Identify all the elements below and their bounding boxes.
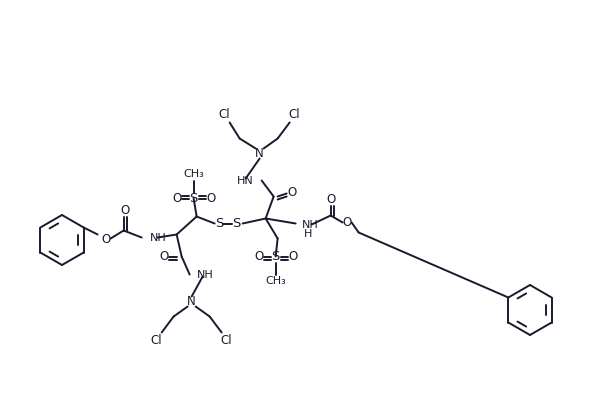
Text: S: S [215, 217, 224, 230]
Text: NH: NH [150, 232, 167, 242]
Text: O: O [101, 233, 110, 246]
Text: NH: NH [302, 219, 318, 230]
Text: O: O [326, 193, 335, 206]
Text: S: S [271, 250, 280, 263]
Text: S: S [233, 217, 241, 230]
Text: O: O [288, 250, 298, 263]
Text: O: O [172, 192, 181, 205]
Text: S: S [189, 192, 198, 205]
Text: CH₃: CH₃ [183, 169, 204, 179]
Text: H: H [303, 228, 312, 238]
Text: Cl: Cl [151, 334, 162, 347]
Text: N: N [187, 295, 196, 308]
Text: CH₃: CH₃ [265, 276, 286, 286]
Text: O: O [254, 250, 263, 263]
Text: O: O [287, 186, 296, 199]
Text: NH: NH [197, 270, 214, 280]
Text: O: O [121, 204, 130, 217]
Text: O: O [206, 192, 215, 205]
Text: N: N [255, 147, 264, 160]
Text: O: O [342, 216, 351, 229]
Text: Cl: Cl [219, 108, 230, 121]
Text: Cl: Cl [221, 334, 233, 347]
Text: O: O [159, 250, 168, 263]
Text: HN: HN [237, 175, 253, 185]
Text: Cl: Cl [289, 108, 300, 121]
